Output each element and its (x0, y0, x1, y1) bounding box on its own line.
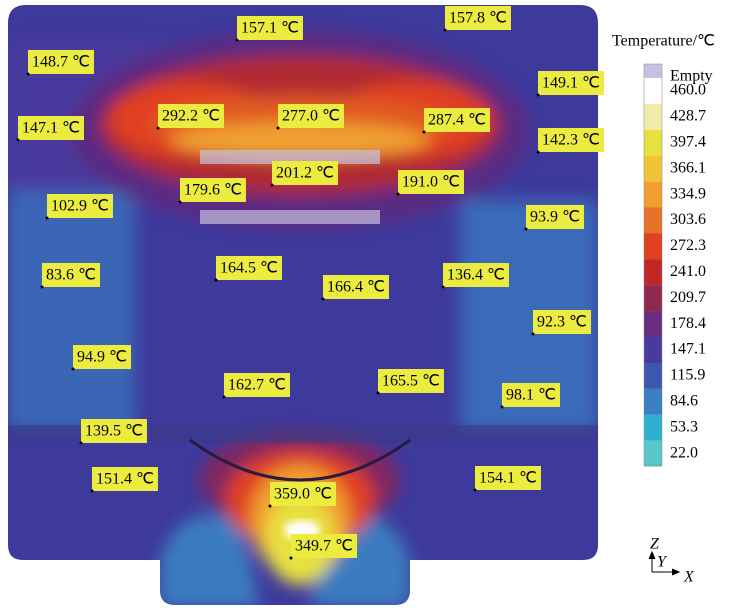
annotation: 292.2 ℃ (162, 108, 220, 125)
annotation: 148.7 ℃ (32, 54, 90, 71)
colorbar-title: Temperature/℃ (612, 33, 715, 50)
colorbar-label: 241.0 (670, 263, 706, 280)
annotation-point (444, 29, 447, 32)
annotation: 201.2 ℃ (276, 165, 334, 182)
axis-label: Y (657, 554, 668, 571)
colorbar-label: 366.1 (670, 159, 706, 176)
axis-label: Z (650, 536, 660, 553)
colorbar-label: 334.9 (670, 185, 706, 202)
colorbar-bin (644, 104, 662, 130)
colorbar-bin (644, 363, 662, 389)
colorbar-label: 115.9 (670, 367, 705, 384)
colorbar-label: 147.1 (670, 341, 706, 358)
colorbar-label: 460.0 (670, 82, 706, 99)
annotation: 157.8 ℃ (449, 10, 507, 27)
annotation-point (525, 228, 528, 231)
annotation-point (269, 505, 272, 508)
annotation-point (236, 39, 239, 42)
annotation-point (223, 396, 226, 399)
colorbar-label: 397.4 (670, 133, 706, 150)
annotation-point (377, 392, 380, 395)
annotation: 92.3 ℃ (537, 314, 587, 331)
colorbar-label: 428.7 (670, 108, 706, 125)
annotation: 349.7 ℃ (295, 538, 353, 555)
annotation: 191.0 ℃ (402, 174, 460, 191)
annotation-point (322, 298, 325, 301)
colorbar-label: 303.6 (670, 211, 706, 228)
annotation: 94.9 ℃ (77, 349, 127, 366)
annotation-point (179, 201, 182, 204)
colorbar-bin (644, 389, 662, 415)
annotation-point (423, 131, 426, 134)
annotation: 287.4 ℃ (428, 112, 486, 129)
colorbar-bin (644, 208, 662, 234)
annotation: 139.5 ℃ (85, 423, 143, 440)
annotation: 98.1 ℃ (506, 387, 556, 404)
annotation: 136.4 ℃ (447, 267, 505, 284)
annotation-point (537, 151, 540, 154)
colorbar-label: 272.3 (670, 237, 706, 254)
colorbar-bin (644, 233, 662, 259)
colorbar-bin (644, 259, 662, 285)
annotation: 142.3 ℃ (542, 132, 600, 149)
colorbar-bin (644, 78, 662, 104)
annotation: 157.1 ℃ (241, 20, 299, 37)
annotation-point (537, 94, 540, 97)
annotation-point (290, 557, 293, 560)
annotation: 179.6 ℃ (184, 182, 242, 199)
annotation: 162.7 ℃ (228, 377, 286, 394)
annotation: 102.9 ℃ (51, 198, 109, 215)
colorbar-label: 84.6 (670, 392, 698, 409)
annotation-point (501, 406, 504, 409)
colorbar-bin (644, 441, 662, 467)
colorbar-bin (644, 415, 662, 441)
colorbar-bin (644, 337, 662, 363)
annotation-point (157, 127, 160, 130)
annotation-point (215, 279, 218, 282)
annotation-point (80, 442, 83, 445)
annotation: 154.1 ℃ (479, 470, 537, 487)
contour-field (0, 0, 600, 607)
colorbar-bin (644, 285, 662, 311)
colorbar-label: 209.7 (670, 289, 706, 306)
annotation-point (46, 217, 49, 220)
annotation-point (442, 286, 445, 289)
axis-label: X (683, 569, 695, 586)
colorbar-bin (644, 182, 662, 208)
annotation-point (17, 139, 20, 142)
annotation: 359.0 ℃ (274, 486, 332, 503)
annotation-point (271, 184, 274, 187)
annotation-point (397, 193, 400, 196)
annotation-point (474, 489, 477, 492)
colorbar-label: 53.3 (670, 418, 698, 435)
colorbar-bin (644, 130, 662, 156)
annotation: 151.4 ℃ (96, 471, 154, 488)
colorbar-label: 22.0 (670, 444, 698, 461)
annotation: 149.1 ℃ (542, 75, 600, 92)
annotation: 166.4 ℃ (327, 279, 385, 296)
annotation: 164.5 ℃ (220, 260, 278, 277)
colorbar-label: 178.4 (670, 315, 706, 332)
colorbar: Empty460.0428.7397.4366.1334.9303.6272.3… (644, 64, 713, 467)
colorbar-bin (644, 311, 662, 337)
annotation: 147.1 ℃ (22, 120, 80, 137)
annotation: 93.9 ℃ (530, 209, 580, 226)
annotation-point (27, 73, 30, 76)
annotation: 165.5 ℃ (382, 373, 440, 390)
figure: Temperature/℃ Empty460.0428.7397.4366.13… (0, 0, 742, 607)
annotation-point (277, 127, 280, 130)
annotation: 277.0 ℃ (282, 108, 340, 125)
annotation-point (532, 333, 535, 336)
annotation-point (72, 368, 75, 371)
annotation-point (41, 286, 44, 289)
annotation: 83.6 ℃ (46, 267, 96, 284)
annotation-point (91, 490, 94, 493)
colorbar-bin (644, 156, 662, 182)
